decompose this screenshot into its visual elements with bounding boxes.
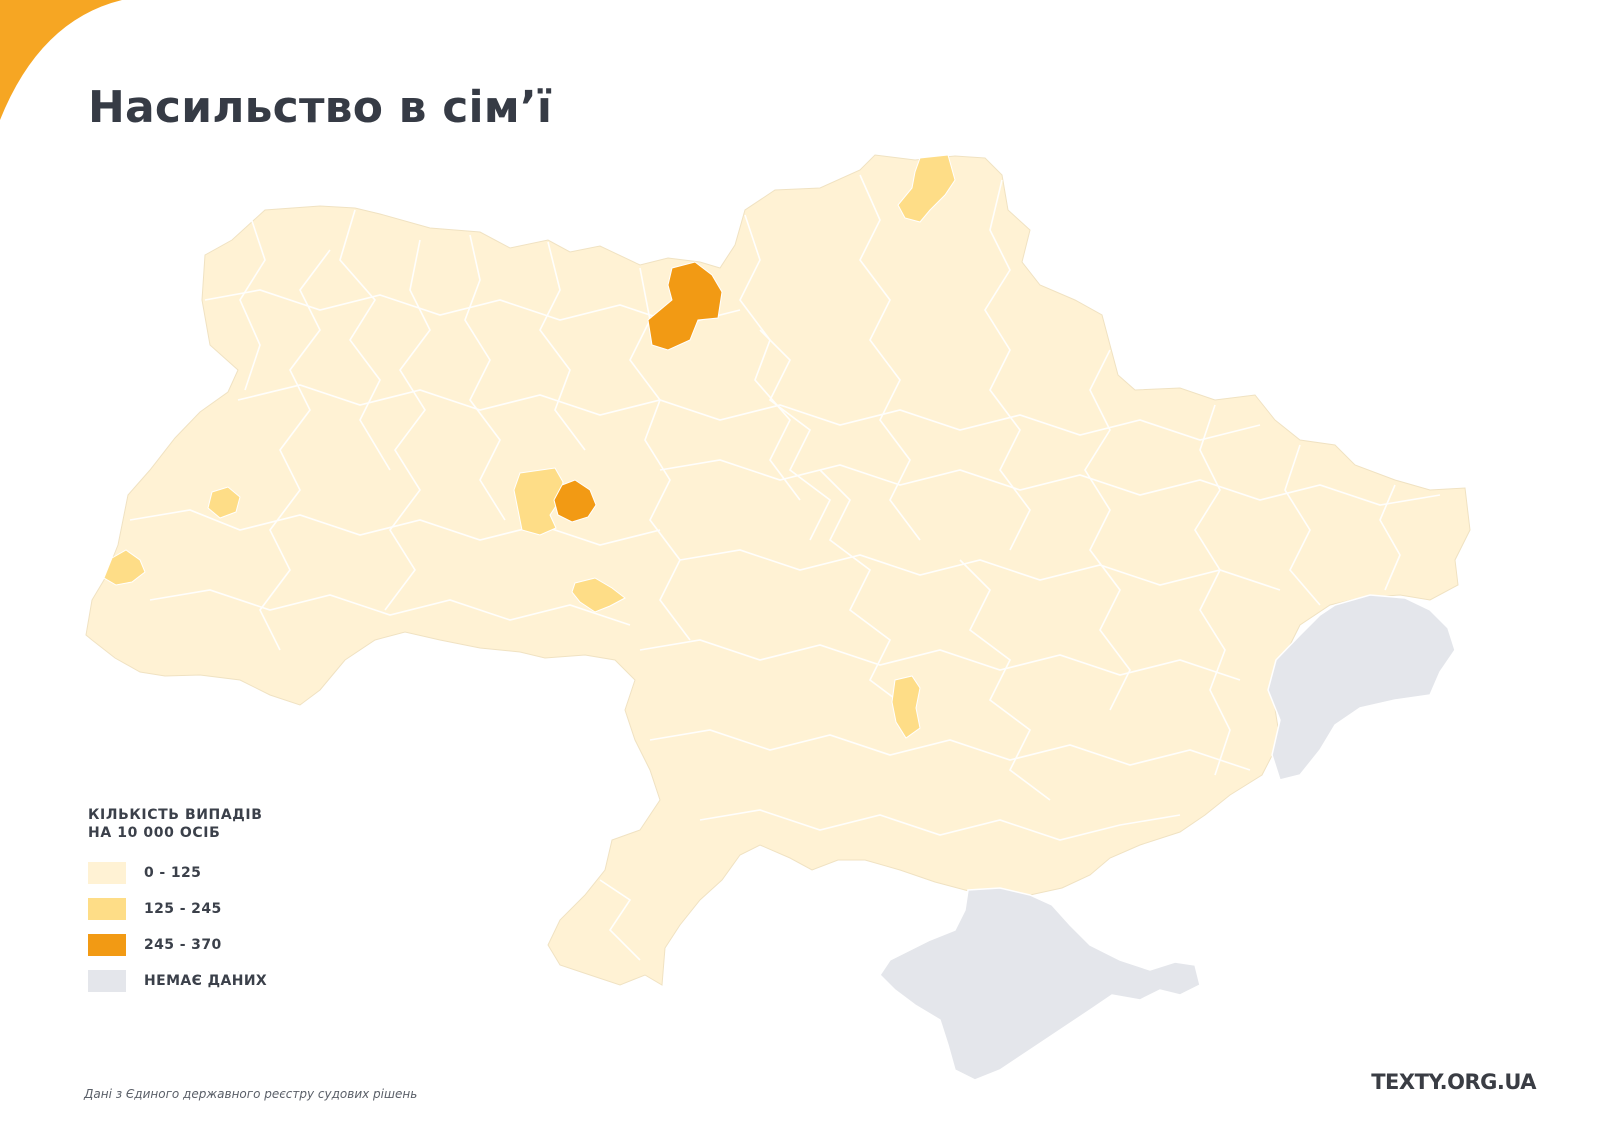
high-regions [553, 261, 723, 523]
brand-logo[interactable]: TEXTY.ORG.UA [1371, 1070, 1536, 1094]
legend-label-medium: 125 - 245 [144, 901, 222, 917]
high-region-center [553, 479, 597, 523]
no-data-crimea [879, 887, 1201, 1081]
medium-region-far-west [103, 549, 146, 586]
legend-swatch-no-data [88, 970, 126, 992]
medium-region-south-center [571, 577, 626, 613]
legend-swatch-low [88, 862, 126, 884]
legend-item-medium: 125 - 245 [88, 898, 348, 920]
legend-title-line1: КІЛЬКІСТЬ ВИПАДІВ [88, 807, 263, 823]
page-title: Насильство в сім’ї [88, 82, 553, 133]
source-note: Дані з Єдиного державного реєстру судови… [84, 1087, 418, 1101]
no-data-donbas [1267, 594, 1456, 781]
medium-region-west [207, 486, 241, 519]
legend-item-high: 245 - 370 [88, 934, 348, 956]
legend-label-high: 245 - 370 [144, 937, 222, 953]
legend-title-line2: НА 10 000 ОСІБ [88, 825, 221, 841]
medium-region-center [513, 467, 564, 536]
legend-swatch-high [88, 934, 126, 956]
high-region-north [647, 261, 723, 351]
legend-item-no-data: НЕМАЄ ДАНИХ [88, 970, 348, 992]
medium-region-dnipro [891, 675, 921, 739]
legend: КІЛЬКІСТЬ ВИПАДІВ НА 10 000 ОСІБ 0 - 125… [88, 806, 348, 1006]
legend-item-low: 0 - 125 [88, 862, 348, 884]
legend-label-low: 0 - 125 [144, 865, 202, 881]
medium-region-north [897, 154, 956, 223]
legend-label-no-data: НЕМАЄ ДАНИХ [144, 973, 268, 989]
corner-accent [0, 0, 122, 120]
district-borders [129, 174, 1441, 961]
legend-title: КІЛЬКІСТЬ ВИПАДІВ НА 10 000 ОСІБ [88, 806, 348, 842]
medium-regions [103, 154, 956, 739]
legend-swatch-medium [88, 898, 126, 920]
